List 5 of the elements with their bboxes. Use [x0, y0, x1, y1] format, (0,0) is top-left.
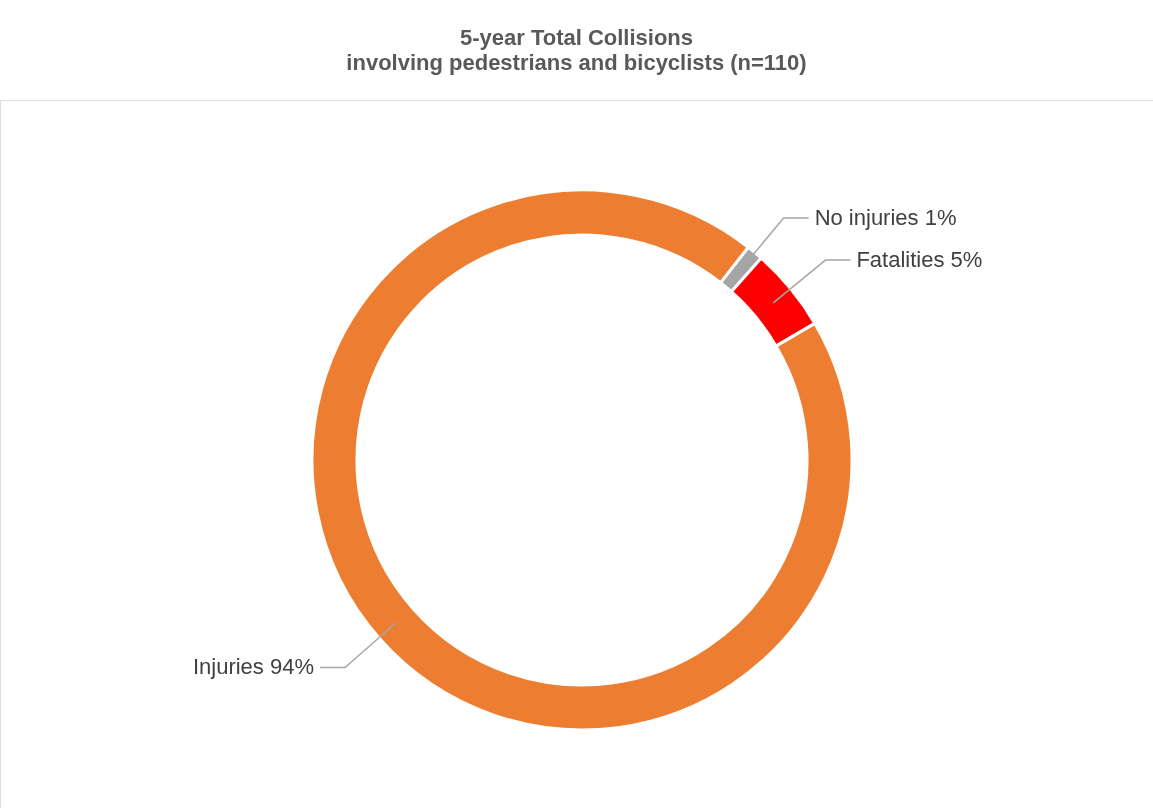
slice-label: Fatalities 5%	[856, 247, 983, 273]
chart-subtitle: involving pedestrians and bicyclists (n=110)	[346, 50, 807, 75]
chart-title: 5-year Total Collisions	[459, 25, 694, 50]
slice-label: Injuries 94%	[192, 654, 314, 680]
slice-label: No injuries 1%	[814, 204, 957, 230]
